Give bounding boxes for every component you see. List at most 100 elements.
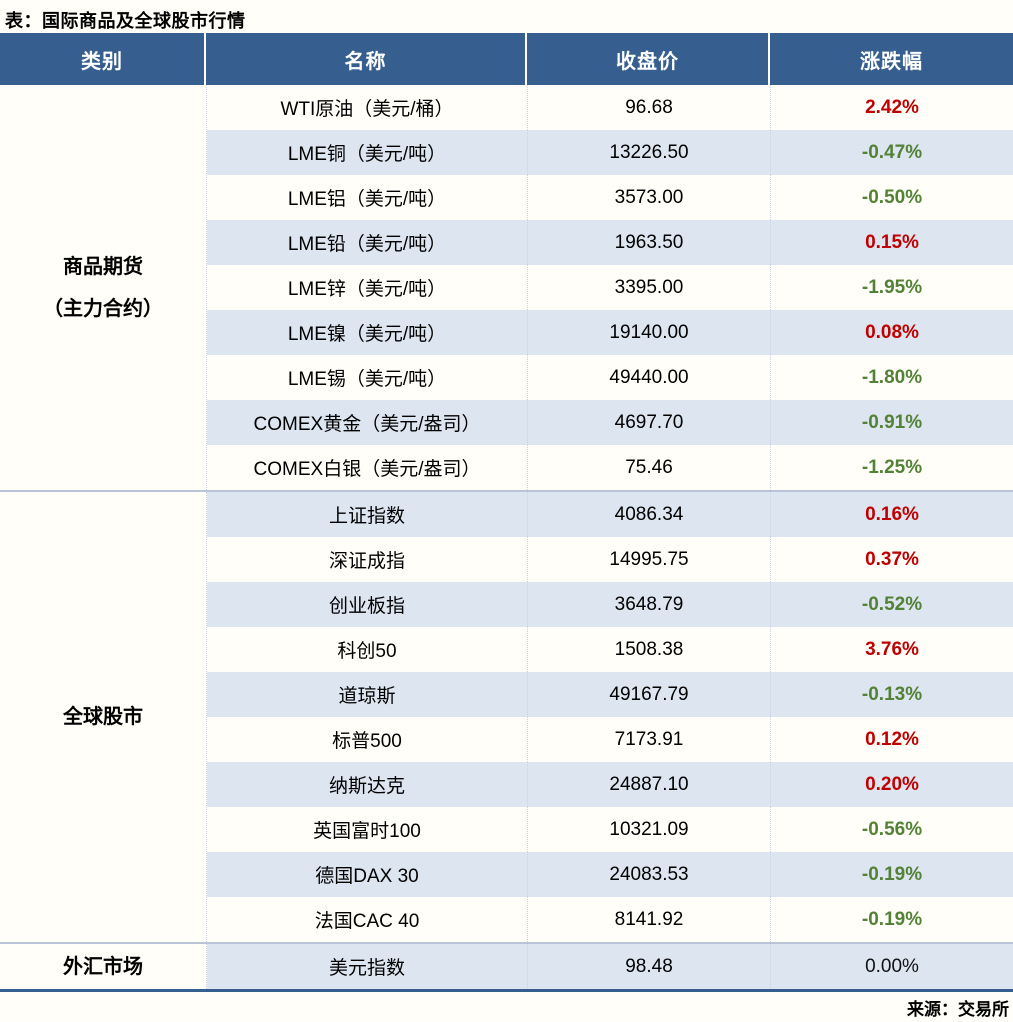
close-price: 1508.38 [527, 627, 770, 672]
category-cell: 商品期货 （主力合约） [0, 85, 206, 490]
instrument-name: COMEX白银（美元/盎司） [253, 459, 481, 480]
instrument-name: LME铅（美元/吨） [287, 234, 447, 255]
table-row: LME锡（美元/吨） 49440.00 -1.80% [207, 355, 1013, 400]
change-pct: 0.20% [770, 762, 1013, 807]
instrument-name: LME铝（美元/吨） [287, 189, 447, 210]
table-row: LME铝（美元/吨） 3573.00 -0.50% [207, 175, 1013, 220]
change-pct: -0.56% [770, 807, 1013, 852]
table-row: 科创50 1508.38 3.76% [207, 627, 1013, 672]
change-pct: -0.19% [770, 852, 1013, 897]
table-row: COMEX黄金（美元/盎司） 4697.70 -0.91% [207, 400, 1013, 445]
close-price: 8141.92 [527, 897, 770, 942]
table-row: 标普500 7173.91 0.12% [207, 717, 1013, 762]
instrument-name: 纳斯达克 [328, 776, 405, 797]
close-price: 24083.53 [527, 852, 770, 897]
close-price: 24887.10 [527, 762, 770, 807]
table-row: 纳斯达克 24887.10 0.20% [207, 762, 1013, 807]
category-line: 全球股市 [63, 706, 143, 728]
table-row: 上证指数 4086.34 0.16% [207, 492, 1013, 537]
instrument-name: WTI原油（美元/桶） [280, 99, 454, 120]
header-close-price: 收盘价 [527, 33, 770, 85]
close-price: 3395.00 [527, 265, 770, 310]
close-price: 4697.70 [527, 400, 770, 445]
close-price: 98.48 [527, 944, 770, 989]
instrument-name: 德国DAX 30 [315, 866, 419, 887]
source-note: 来源：交易所 [907, 1000, 1009, 1019]
table-row: LME铜（美元/吨） 13226.50 -0.47% [207, 130, 1013, 175]
table-title: 表：国际商品及全球股市行情 [5, 11, 246, 31]
table-row: 创业板指 3648.79 -0.52% [207, 582, 1013, 627]
close-price: 1963.50 [527, 220, 770, 265]
table-section: 商品期货 （主力合约） WTI原油（美元/桶） 96.68 2.42% LME铜（… [0, 85, 1013, 490]
category-line: 外汇市场 [63, 955, 143, 978]
category-cell: 全球股市 [0, 492, 206, 942]
section-rows: WTI原油（美元/桶） 96.68 2.42% LME铜（美元/吨） 13226… [206, 85, 1013, 490]
category-line: 商品期货 [63, 255, 143, 278]
instrument-name: 标普500 [332, 731, 402, 752]
header-change-pct: 涨跌幅 [860, 50, 923, 73]
instrument-name: LME锡（美元/吨） [287, 369, 447, 390]
close-price: 49167.79 [527, 672, 770, 717]
change-pct: 2.42% [770, 85, 1013, 130]
category-line: （主力合约） [43, 297, 163, 320]
instrument-name: 深证成指 [328, 551, 405, 572]
instrument-name: 创业板指 [328, 596, 405, 617]
instrument-name: 美元指数 [328, 958, 405, 979]
table-row: 英国富时100 10321.09 -0.56% [207, 807, 1013, 852]
table-row: 法国CAC 40 8141.92 -0.19% [207, 897, 1013, 942]
close-price: 4086.34 [527, 492, 770, 537]
header-name: 名称 [206, 33, 527, 85]
change-pct: 3.76% [770, 627, 1013, 672]
header-category: 类别 [0, 33, 206, 85]
table-row: LME镍（美元/吨） 19140.00 0.08% [207, 310, 1013, 355]
close-price: 96.68 [527, 85, 770, 130]
section-rows: 上证指数 4086.34 0.16% 深证成指 14995.75 0.37% 创… [206, 492, 1013, 942]
change-pct: 0.00% [770, 944, 1013, 989]
table-section: 全球股市 上证指数 4086.34 0.16% 深证成指 14995.75 0.… [0, 490, 1013, 942]
close-price: 75.46 [527, 445, 770, 490]
instrument-name: 上证指数 [328, 506, 405, 527]
market-table: 类别 名称 收盘价 涨跌幅 商品期货 （主力合约） WTI原油（美元/桶） 96.… [0, 33, 1013, 992]
change-pct: -1.25% [770, 445, 1013, 490]
change-pct: -1.80% [770, 355, 1013, 400]
close-price: 13226.50 [527, 130, 770, 175]
table-row: WTI原油（美元/桶） 96.68 2.42% [207, 85, 1013, 130]
change-pct: -0.91% [770, 400, 1013, 445]
section-rows: 美元指数 98.48 0.00% [206, 944, 1013, 989]
table-body: 商品期货 （主力合约） WTI原油（美元/桶） 96.68 2.42% LME铜（… [0, 85, 1013, 989]
change-pct: -0.52% [770, 582, 1013, 627]
change-pct: -0.19% [770, 897, 1013, 942]
table-row: LME铅（美元/吨） 1963.50 0.15% [207, 220, 1013, 265]
close-price: 10321.09 [527, 807, 770, 852]
category-cell: 外汇市场 [0, 944, 206, 989]
table-row: COMEX白银（美元/盎司） 75.46 -1.25% [207, 445, 1013, 490]
change-pct: -0.47% [770, 130, 1013, 175]
instrument-name: 道琼斯 [338, 686, 396, 707]
change-pct: -0.13% [770, 672, 1013, 717]
instrument-name: 法国CAC 40 [314, 911, 420, 932]
instrument-name: 英国富时100 [313, 821, 421, 842]
change-pct: 0.16% [770, 492, 1013, 537]
change-pct: -1.95% [770, 265, 1013, 310]
table-row: 美元指数 98.48 0.00% [207, 944, 1013, 989]
change-pct: 0.08% [770, 310, 1013, 355]
instrument-name: LME镍（美元/吨） [287, 324, 447, 345]
close-price: 14995.75 [527, 537, 770, 582]
table-row: 道琼斯 49167.79 -0.13% [207, 672, 1013, 717]
change-pct: -0.50% [770, 175, 1013, 220]
change-pct: 0.37% [770, 537, 1013, 582]
table-row: 深证成指 14995.75 0.37% [207, 537, 1013, 582]
table-row: LME锌（美元/吨） 3395.00 -1.95% [207, 265, 1013, 310]
table-row: 德国DAX 30 24083.53 -0.19% [207, 852, 1013, 897]
close-price: 49440.00 [527, 355, 770, 400]
close-price: 3573.00 [527, 175, 770, 220]
close-price: 19140.00 [527, 310, 770, 355]
close-price: 3648.79 [527, 582, 770, 627]
change-pct: 0.12% [770, 717, 1013, 762]
table-header-row: 类别 名称 收盘价 涨跌幅 [0, 33, 1013, 85]
instrument-name: COMEX黄金（美元/盎司） [253, 414, 481, 435]
instrument-name: LME锌（美元/吨） [287, 279, 447, 300]
close-price: 7173.91 [527, 717, 770, 762]
instrument-name: 科创50 [337, 641, 397, 662]
